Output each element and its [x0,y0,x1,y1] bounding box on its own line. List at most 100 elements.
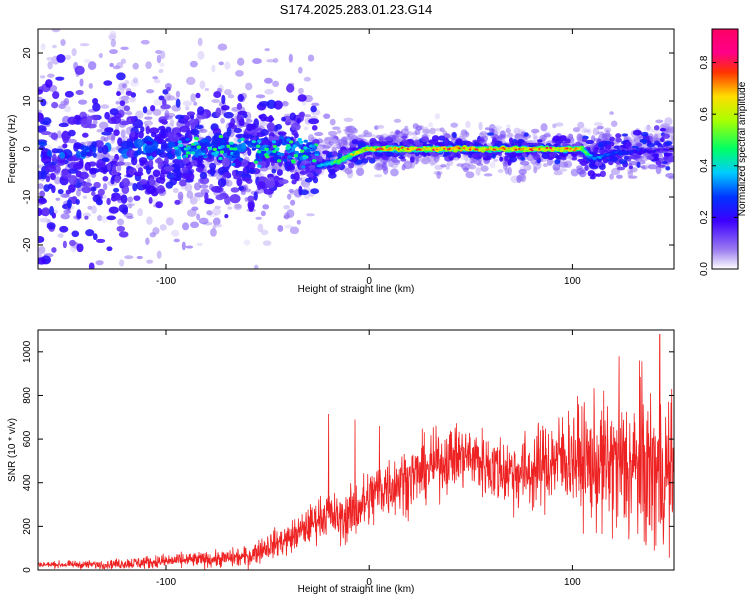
noise-blob [609,111,614,115]
noise-blob [38,183,44,190]
noise-blob [311,102,320,107]
noise-blob [182,100,193,107]
noise-blob [101,215,108,223]
noise-blob [75,199,80,205]
band-halo-blob [451,131,457,139]
noise-blob [39,190,46,198]
noise-blob [253,191,258,201]
band-halo-blob [312,176,319,184]
noise-blob [199,176,210,185]
noise-blob [66,199,72,209]
noise-blob [133,171,144,177]
noise-blob [288,188,295,193]
band-hotspot [197,152,203,156]
band-halo-blob [360,158,369,164]
noise-blob [289,199,296,206]
noise-blob [152,76,159,80]
noise-blob [478,121,483,131]
band-hotspot [219,150,225,154]
band-halo-blob [603,140,612,145]
signal-band-cell [472,147,476,150]
noise-blob [206,210,213,216]
band-halo-blob [641,138,648,145]
noise-blob [194,182,201,191]
colorbar-tick-label: 0.6 [699,107,710,121]
band-hotspot [303,146,308,150]
spectrogram-marks [38,29,674,269]
noise-blob [186,76,196,86]
signal-band-cell [580,148,584,151]
noise-blob [391,159,401,164]
band-halo-blob [611,157,619,162]
noise-blob [38,141,48,147]
noise-blob [38,198,48,205]
noise-blob [190,159,198,167]
spectrogram-y-tick-label: -10 [22,189,33,204]
band-halo-blob [514,152,522,157]
noise-blob [314,131,324,137]
noise-blob [127,196,133,203]
noise-blob [40,43,46,51]
noise-blob [407,131,414,136]
noise-blob [90,191,96,196]
noise-blob [233,174,242,180]
noise-blob [655,119,664,124]
band-halo-blob [487,132,495,136]
band-halo-blob [662,156,668,161]
band-halo-blob [456,152,461,159]
band-hotspot [276,159,282,163]
signal-band-cell [554,148,558,151]
noise-blob [116,91,121,97]
band-hotspot [305,148,311,153]
signal-band-cell [353,153,357,156]
noise-blob [158,68,164,74]
noise-blob [570,168,579,177]
noise-blob [156,54,162,64]
noise-blob [155,49,163,55]
band-halo-blob [438,135,446,141]
noise-blob [533,135,539,142]
noise-blob [329,118,336,126]
signal-band-cell [424,147,428,150]
band-hotspot [214,150,220,155]
band-halo-blob [398,155,406,160]
noise-blob [160,104,171,110]
noise-blob [175,98,181,108]
noise-blob [568,133,574,141]
noise-blob [397,133,404,142]
noise-blob [393,118,402,123]
spectrogram-y-tick-label: 0 [22,146,33,152]
noise-blob [121,177,131,188]
noise-blob [92,97,99,105]
noise-blob [38,246,46,254]
noise-blob [247,148,252,156]
noise-blob [150,104,156,112]
noise-blob [136,255,143,260]
noise-blob [246,169,257,174]
noise-blob [65,54,72,61]
band-halo-blob [581,138,587,143]
band-halo-blob [350,147,358,151]
noise-blob [180,172,191,180]
noise-blob [283,204,291,210]
band-halo-blob [664,141,673,146]
band-halo-blob [409,156,415,163]
band-halo-blob [661,160,668,165]
noise-blob [64,90,74,98]
noise-blob [116,225,126,232]
noise-blob [79,43,90,47]
noise-blob [227,206,233,210]
noise-blob [343,141,349,146]
noise-blob [241,176,251,182]
band-hotspot [185,137,190,142]
noise-blob [39,217,50,223]
noise-blob [540,123,548,132]
band-halo-blob [648,156,655,160]
noise-blob [133,195,141,202]
band-halo-blob [491,153,496,159]
noise-blob [110,115,122,125]
noise-blob [189,221,200,229]
noise-blob [55,197,61,201]
noise-blob [310,188,320,195]
band-halo-blob [504,152,510,156]
